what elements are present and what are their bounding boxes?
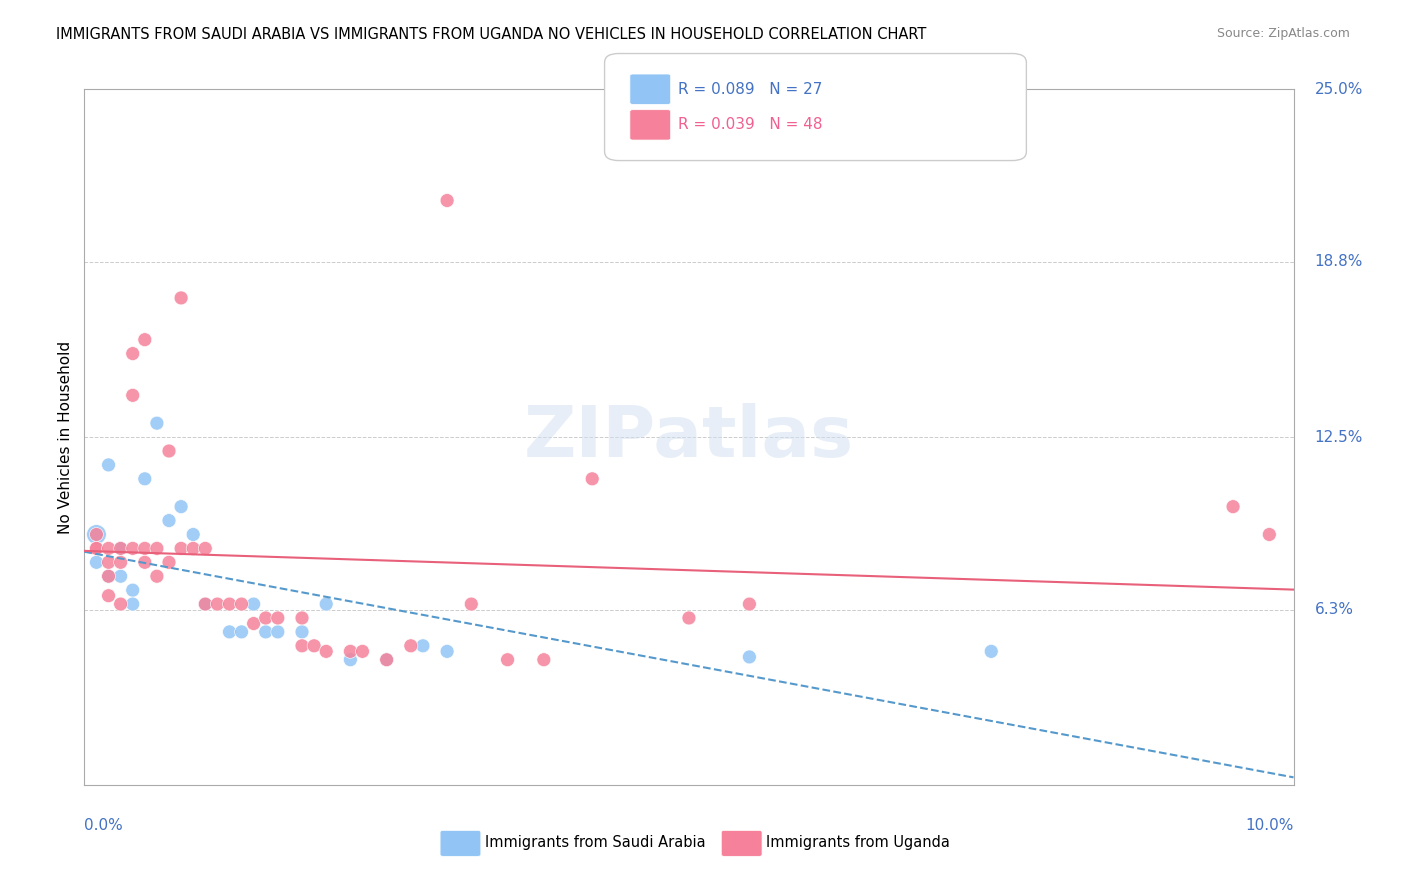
Text: 18.8%: 18.8% — [1315, 254, 1362, 269]
Y-axis label: No Vehicles in Household: No Vehicles in Household — [58, 341, 73, 533]
Point — [352, 644, 374, 658]
Point — [157, 555, 180, 569]
Point — [97, 569, 120, 583]
Point — [436, 194, 458, 208]
Point — [267, 611, 290, 625]
Point — [181, 527, 204, 541]
Text: ZIPatlas: ZIPatlas — [524, 402, 853, 472]
Text: Immigrants from Saudi Arabia: Immigrants from Saudi Arabia — [485, 836, 706, 850]
Point — [157, 514, 180, 528]
Text: Immigrants from Uganda: Immigrants from Uganda — [766, 836, 950, 850]
Point — [194, 541, 217, 556]
Point — [146, 416, 169, 430]
Point — [170, 291, 193, 305]
Point — [412, 639, 434, 653]
Point — [121, 541, 143, 556]
Point — [134, 472, 156, 486]
Point — [110, 597, 132, 611]
Point — [86, 541, 108, 556]
Point — [134, 555, 156, 569]
Point — [110, 541, 132, 556]
Point — [291, 611, 314, 625]
Point — [181, 541, 204, 556]
Point — [134, 541, 156, 556]
Point — [302, 639, 325, 653]
Point — [218, 624, 240, 639]
Point — [254, 624, 277, 639]
Point — [375, 653, 398, 667]
Point — [207, 597, 229, 611]
Point — [399, 639, 422, 653]
Text: R = 0.089   N = 27: R = 0.089 N = 27 — [678, 82, 823, 96]
Point — [97, 569, 120, 583]
Point — [315, 597, 337, 611]
Point — [86, 527, 108, 541]
Point — [121, 583, 143, 598]
Point — [86, 541, 108, 556]
Point — [375, 653, 398, 667]
Point — [194, 597, 217, 611]
Text: 25.0%: 25.0% — [1315, 82, 1362, 96]
Point — [86, 555, 108, 569]
Text: R = 0.039   N = 48: R = 0.039 N = 48 — [678, 118, 823, 132]
Point — [496, 653, 519, 667]
Point — [110, 541, 132, 556]
Point — [339, 644, 361, 658]
Point — [460, 597, 482, 611]
Point — [170, 500, 193, 514]
Point — [254, 611, 277, 625]
Point — [436, 644, 458, 658]
Text: 6.3%: 6.3% — [1315, 602, 1354, 617]
Point — [738, 649, 761, 664]
Text: 12.5%: 12.5% — [1315, 430, 1362, 444]
Point — [121, 597, 143, 611]
Point — [110, 555, 132, 569]
Point — [339, 653, 361, 667]
Point — [315, 644, 337, 658]
Point — [157, 444, 180, 458]
Point — [110, 569, 132, 583]
Point — [533, 653, 555, 667]
Point — [738, 597, 761, 611]
Point — [291, 624, 314, 639]
Point — [97, 541, 120, 556]
Point — [231, 597, 253, 611]
Point — [980, 644, 1002, 658]
Point — [678, 611, 700, 625]
Point — [97, 589, 120, 603]
Point — [194, 597, 217, 611]
Point — [134, 333, 156, 347]
Point — [97, 555, 120, 569]
Point — [231, 624, 253, 639]
Text: IMMIGRANTS FROM SAUDI ARABIA VS IMMIGRANTS FROM UGANDA NO VEHICLES IN HOUSEHOLD : IMMIGRANTS FROM SAUDI ARABIA VS IMMIGRAN… — [56, 27, 927, 42]
Point — [86, 527, 108, 541]
Point — [267, 624, 290, 639]
Point — [242, 597, 264, 611]
Point — [146, 569, 169, 583]
Point — [170, 541, 193, 556]
Point — [121, 388, 143, 402]
Text: 10.0%: 10.0% — [1246, 818, 1294, 832]
Point — [1258, 527, 1281, 541]
Point — [581, 472, 603, 486]
Point — [97, 458, 120, 472]
Text: Source: ZipAtlas.com: Source: ZipAtlas.com — [1216, 27, 1350, 40]
Point — [242, 616, 264, 631]
Point — [291, 639, 314, 653]
Text: 0.0%: 0.0% — [84, 818, 124, 832]
Point — [121, 346, 143, 360]
Point — [1222, 500, 1244, 514]
Point — [218, 597, 240, 611]
Point — [146, 541, 169, 556]
